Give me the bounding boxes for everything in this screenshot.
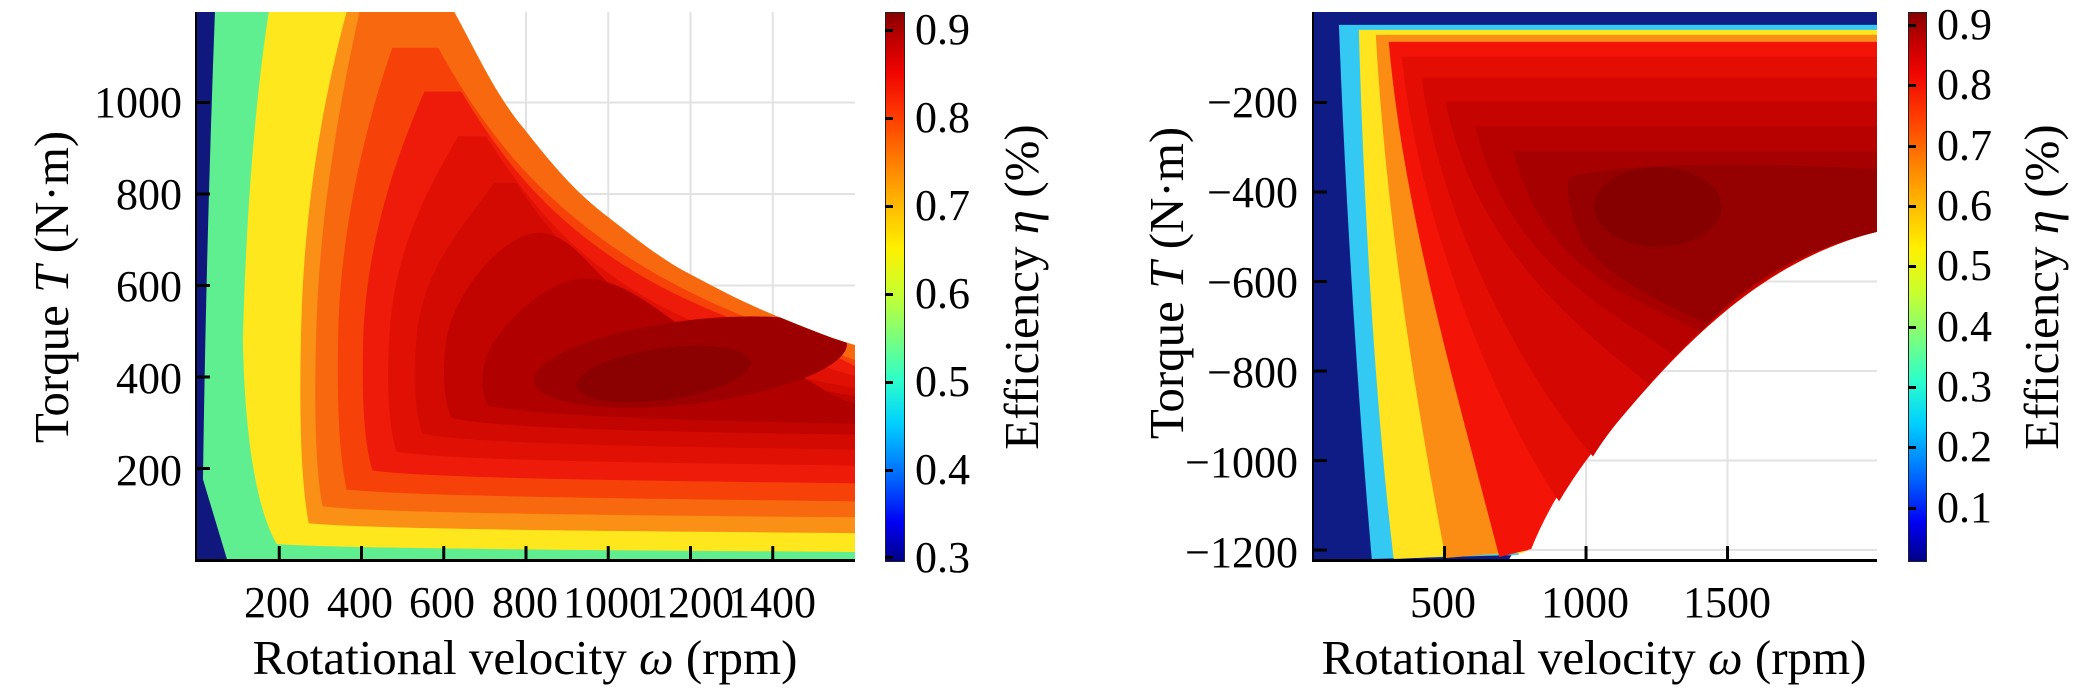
left-cb-label-symbol: η <box>994 209 1049 235</box>
left-x-tick-400: 400 <box>327 578 393 627</box>
right-cb-tick-0.8: 0.8 <box>1937 60 1992 109</box>
left-x-tick-1000: 1000 <box>563 578 651 627</box>
right-colorbar-tick-mark <box>1908 84 1916 87</box>
left-colorbar-tick-mark <box>885 117 893 120</box>
left-x-tick-200: 200 <box>244 578 310 627</box>
left-cb-tick-0.6: 0.6 <box>915 269 970 318</box>
right-y-tick--800: −800 <box>1207 348 1298 397</box>
right-colorbar-tick-mark <box>1908 24 1916 27</box>
right-xlabel-prefix: Rotational velocity <box>1321 630 1709 685</box>
right-contour-bands <box>1314 12 1877 559</box>
left-axis-tick-marks <box>197 101 775 559</box>
right-band-core <box>1594 167 1722 247</box>
left-band-core <box>576 345 751 403</box>
left-xlabel-symbol: ω <box>639 630 674 685</box>
right-x-tick-500: 500 <box>1410 578 1476 627</box>
left-colorbar-tick-mark <box>885 293 893 296</box>
right-colorbar <box>1908 12 1927 562</box>
left-contour-svg <box>197 12 855 559</box>
right-colorbar-tick-mark <box>1908 507 1916 510</box>
right-cb-tick-0.7: 0.7 <box>1937 121 1992 170</box>
left-y-tick-800: 800 <box>116 170 182 219</box>
right-cb-label-symbol: η <box>2014 209 2069 235</box>
left-colorbar-tick-mark <box>885 381 893 384</box>
right-colorbar-tick-mark <box>1908 145 1916 148</box>
right-cb-tick-0.3: 0.3 <box>1937 362 1992 411</box>
left-cb-tick-0.5: 0.5 <box>915 357 970 406</box>
right-axis-tick-marks <box>1314 101 1730 559</box>
right-cb-tick-0.1: 0.1 <box>1937 483 1992 532</box>
left-x-tick-800: 800 <box>492 578 558 627</box>
left-colorbar-tick-mark <box>885 469 893 472</box>
left-xlabel-suffix: (rpm) <box>673 630 798 685</box>
left-cb-label-prefix: Efficiency <box>994 234 1049 450</box>
right-y-tick--200: −200 <box>1207 78 1298 127</box>
left-cb-tick-0.8: 0.8 <box>915 93 970 142</box>
right-colorbar-tick-mark <box>1908 446 1916 449</box>
left-colorbar-tick-mark <box>885 205 893 208</box>
left-xlabel-prefix: Rotational velocity <box>252 630 640 685</box>
right-cb-label-suffix: (%) <box>2014 124 2069 210</box>
right-colorbar-tick-mark <box>1908 386 1916 389</box>
right-y-tick--1200: −1200 <box>1185 528 1298 577</box>
right-x-tick-1000: 1000 <box>1541 578 1629 627</box>
left-cb-tick-0.9: 0.9 <box>915 5 970 54</box>
left-cb-tick-0.3: 0.3 <box>915 533 970 582</box>
left-y-tick-1000: 1000 <box>94 78 182 127</box>
right-x-tick-1500: 1500 <box>1683 578 1771 627</box>
left-x-tick-1200: 1200 <box>646 578 734 627</box>
right-xlabel-suffix: (rpm) <box>1742 630 1867 685</box>
right-cb-tick-0.5: 0.5 <box>1937 241 1992 290</box>
left-x-tick-1400: 1400 <box>728 578 816 627</box>
left-cb-tick-0.7: 0.7 <box>915 181 970 230</box>
left-cb-tick-0.4: 0.4 <box>915 445 970 494</box>
left-x-axis-label: Rotational velocity ω (rpm) <box>225 631 825 685</box>
right-cb-tick-0.2: 0.2 <box>1937 422 1992 471</box>
right-colorbar-tick-mark <box>1908 205 1916 208</box>
right-colorbar-tick-mark <box>1908 265 1916 268</box>
left-x-tick-600: 600 <box>409 578 475 627</box>
left-colorbar <box>885 12 905 562</box>
right-contour-svg <box>1314 12 1877 559</box>
left-y-tick-400: 400 <box>116 354 182 403</box>
right-cb-tick-0.9: 0.9 <box>1937 0 1992 49</box>
left-y-tick-200: 200 <box>116 446 182 495</box>
right-xlabel-symbol: ω <box>1708 630 1743 685</box>
left-plot-area <box>195 12 855 562</box>
right-y-tick--400: −400 <box>1207 168 1298 217</box>
left-colorbar-label: Efficiency η (%) <box>994 124 1049 450</box>
left-colorbar-tick-mark <box>885 29 893 32</box>
left-colorbar-tick-mark <box>885 556 893 559</box>
right-plot-area <box>1312 12 1877 562</box>
right-cb-tick-0.4: 0.4 <box>1937 302 1992 351</box>
left-y-tick-600: 600 <box>116 262 182 311</box>
right-colorbar-tick-mark <box>1908 326 1916 329</box>
right-y-tick--1000: −1000 <box>1185 438 1298 487</box>
right-cb-tick-0.6: 0.6 <box>1937 181 1992 230</box>
right-x-axis-label: Rotational velocity ω (rpm) <box>1294 631 1894 685</box>
right-colorbar-label: Efficiency η (%) <box>2014 124 2069 450</box>
right-cb-label-prefix: Efficiency <box>2014 234 2069 450</box>
right-y-tick--600: −600 <box>1207 258 1298 307</box>
left-cb-label-suffix: (%) <box>994 124 1049 210</box>
